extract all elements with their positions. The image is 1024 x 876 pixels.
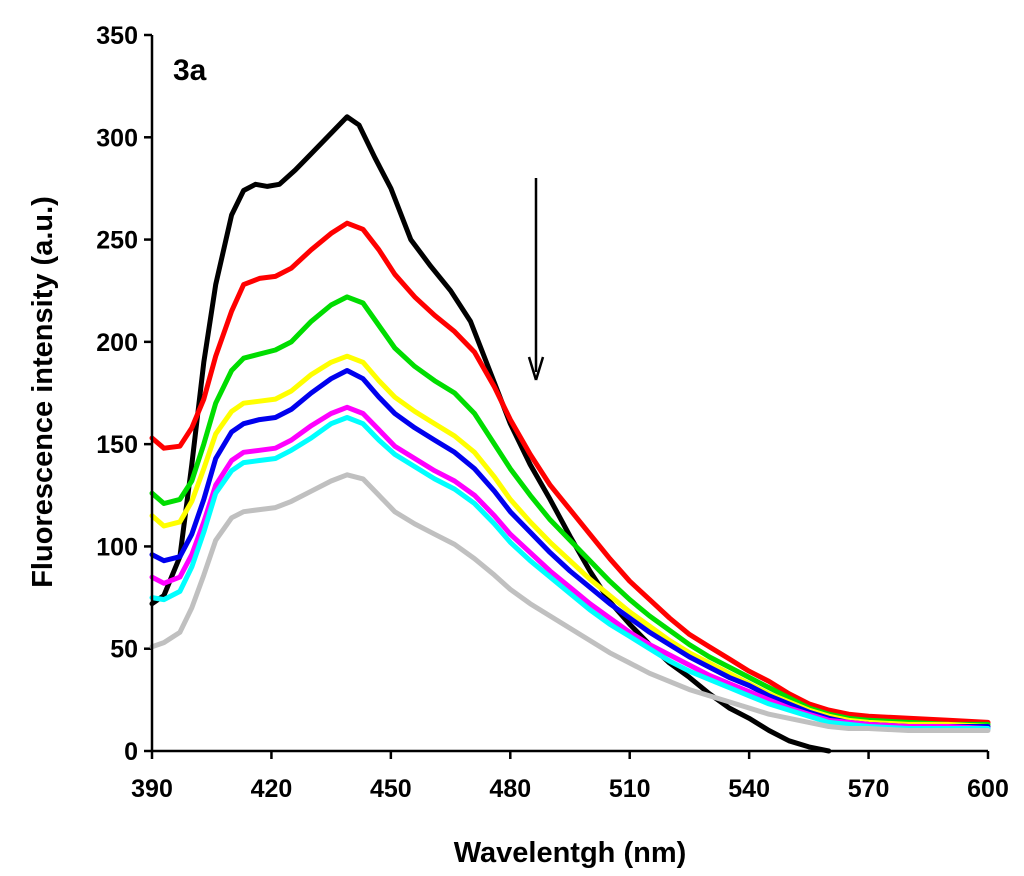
x-tick-label: 450: [370, 775, 412, 803]
x-tick-label: 420: [251, 775, 293, 803]
x-axis-ticks: 390 420 450 480 510 540 570 600: [131, 751, 1009, 803]
x-tick-label: 510: [609, 775, 651, 803]
series-line-curve-red: [149, 220, 991, 725]
y-tick-label: 250: [96, 227, 138, 255]
series-layer: [149, 114, 991, 754]
x-tick-label: 600: [967, 775, 1009, 803]
x-tick-label: 570: [848, 775, 890, 803]
y-tick-label: 0: [124, 738, 138, 766]
x-axis-title: Wavelentgh (nm): [454, 837, 687, 869]
y-tick-label: 350: [96, 22, 138, 50]
x-tick-label: 540: [728, 775, 770, 803]
y-tick-label: 200: [96, 329, 138, 357]
panel-label: 3a: [173, 54, 207, 87]
series-line-curve-gray: [149, 472, 991, 733]
series-line-curve-green: [149, 294, 991, 727]
series-line-curve-black: [149, 114, 832, 754]
decrease-arrow: [527, 178, 545, 381]
series-line-curve-blue: [149, 368, 991, 729]
y-axis-title: Fluorescence intensity (a.u.): [27, 196, 59, 588]
y-axis-ticks: 0 50 100 150 200 250 300 350: [96, 22, 152, 766]
y-tick-label: 300: [96, 124, 138, 152]
series-line-curve-cyan: [149, 415, 991, 731]
y-tick-label: 100: [96, 533, 138, 561]
y-tick-label: 150: [96, 431, 138, 459]
y-tick-label: 50: [110, 636, 138, 664]
x-tick-label: 480: [489, 775, 531, 803]
x-tick-label: 390: [131, 775, 173, 803]
